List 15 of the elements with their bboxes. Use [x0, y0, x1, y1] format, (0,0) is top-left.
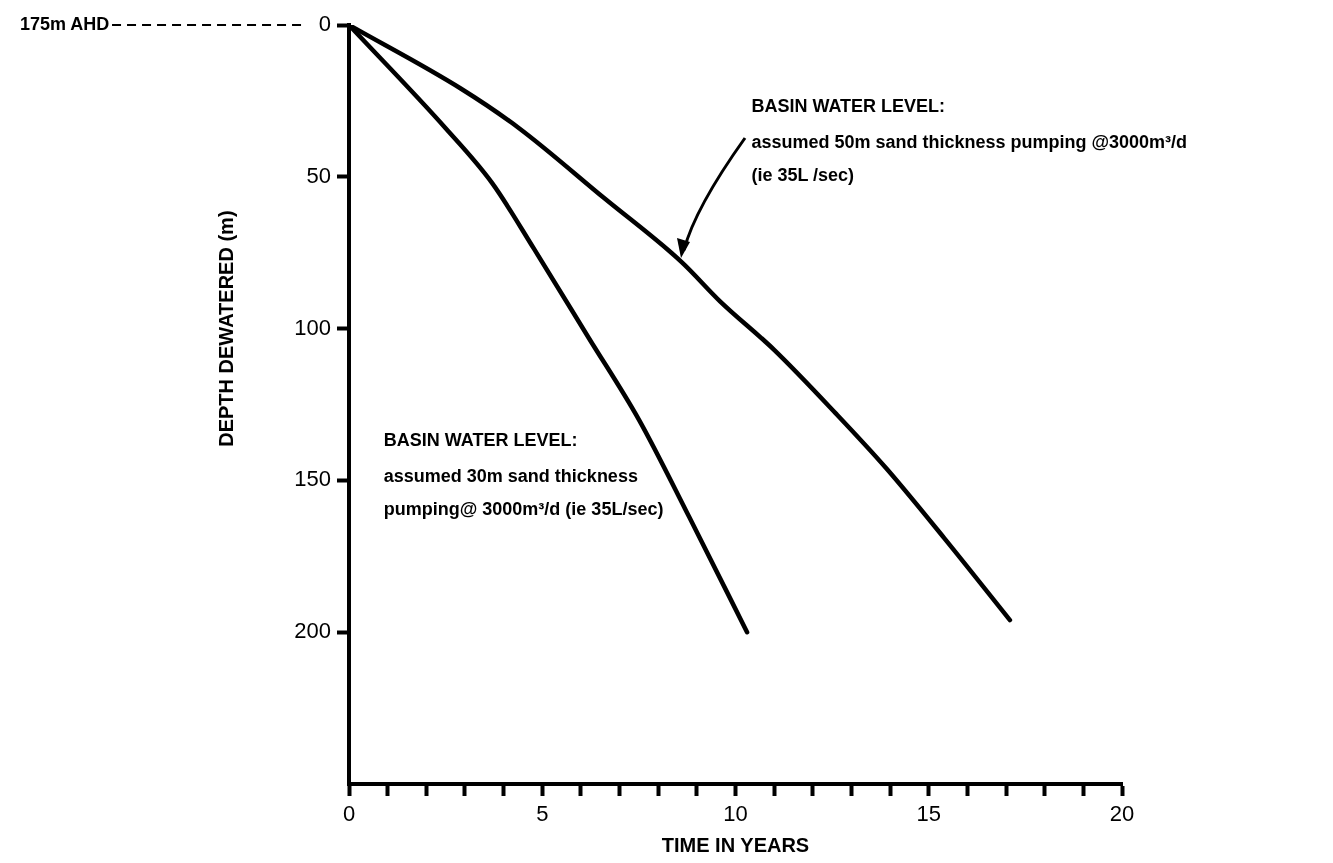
annotation: BASIN WATER LEVEL: assumed 50m sand thickness pumping @3000m³/d (ie 35L /sec) [751, 95, 1188, 185]
x-tick-label: 0 [342, 801, 356, 827]
x-tick-label: 20 [1109, 801, 1135, 827]
y-tick-label: 50 [306, 162, 331, 188]
x-tick-label: 15 [916, 801, 941, 827]
y-tick-label: 200 [294, 618, 331, 644]
y-tick-label: 0 [318, 11, 331, 37]
y-tick-label: 100 [294, 314, 331, 340]
text: 175m AHD [20, 13, 110, 34]
y-tick-label: 150 [294, 466, 331, 492]
x-tick-label: 5 [536, 801, 549, 827]
legend-label: BASIN WATER LEVEL: assumed 30m sand thickness pumping@ 3000m³/d (ie 35L/sec) [383, 430, 664, 520]
y-axis-title: DEPTH DEWATERED (m) [214, 210, 237, 447]
x-axis-title: TIME IN YEARS [661, 833, 810, 856]
x-tick-label: 10 [723, 801, 748, 827]
